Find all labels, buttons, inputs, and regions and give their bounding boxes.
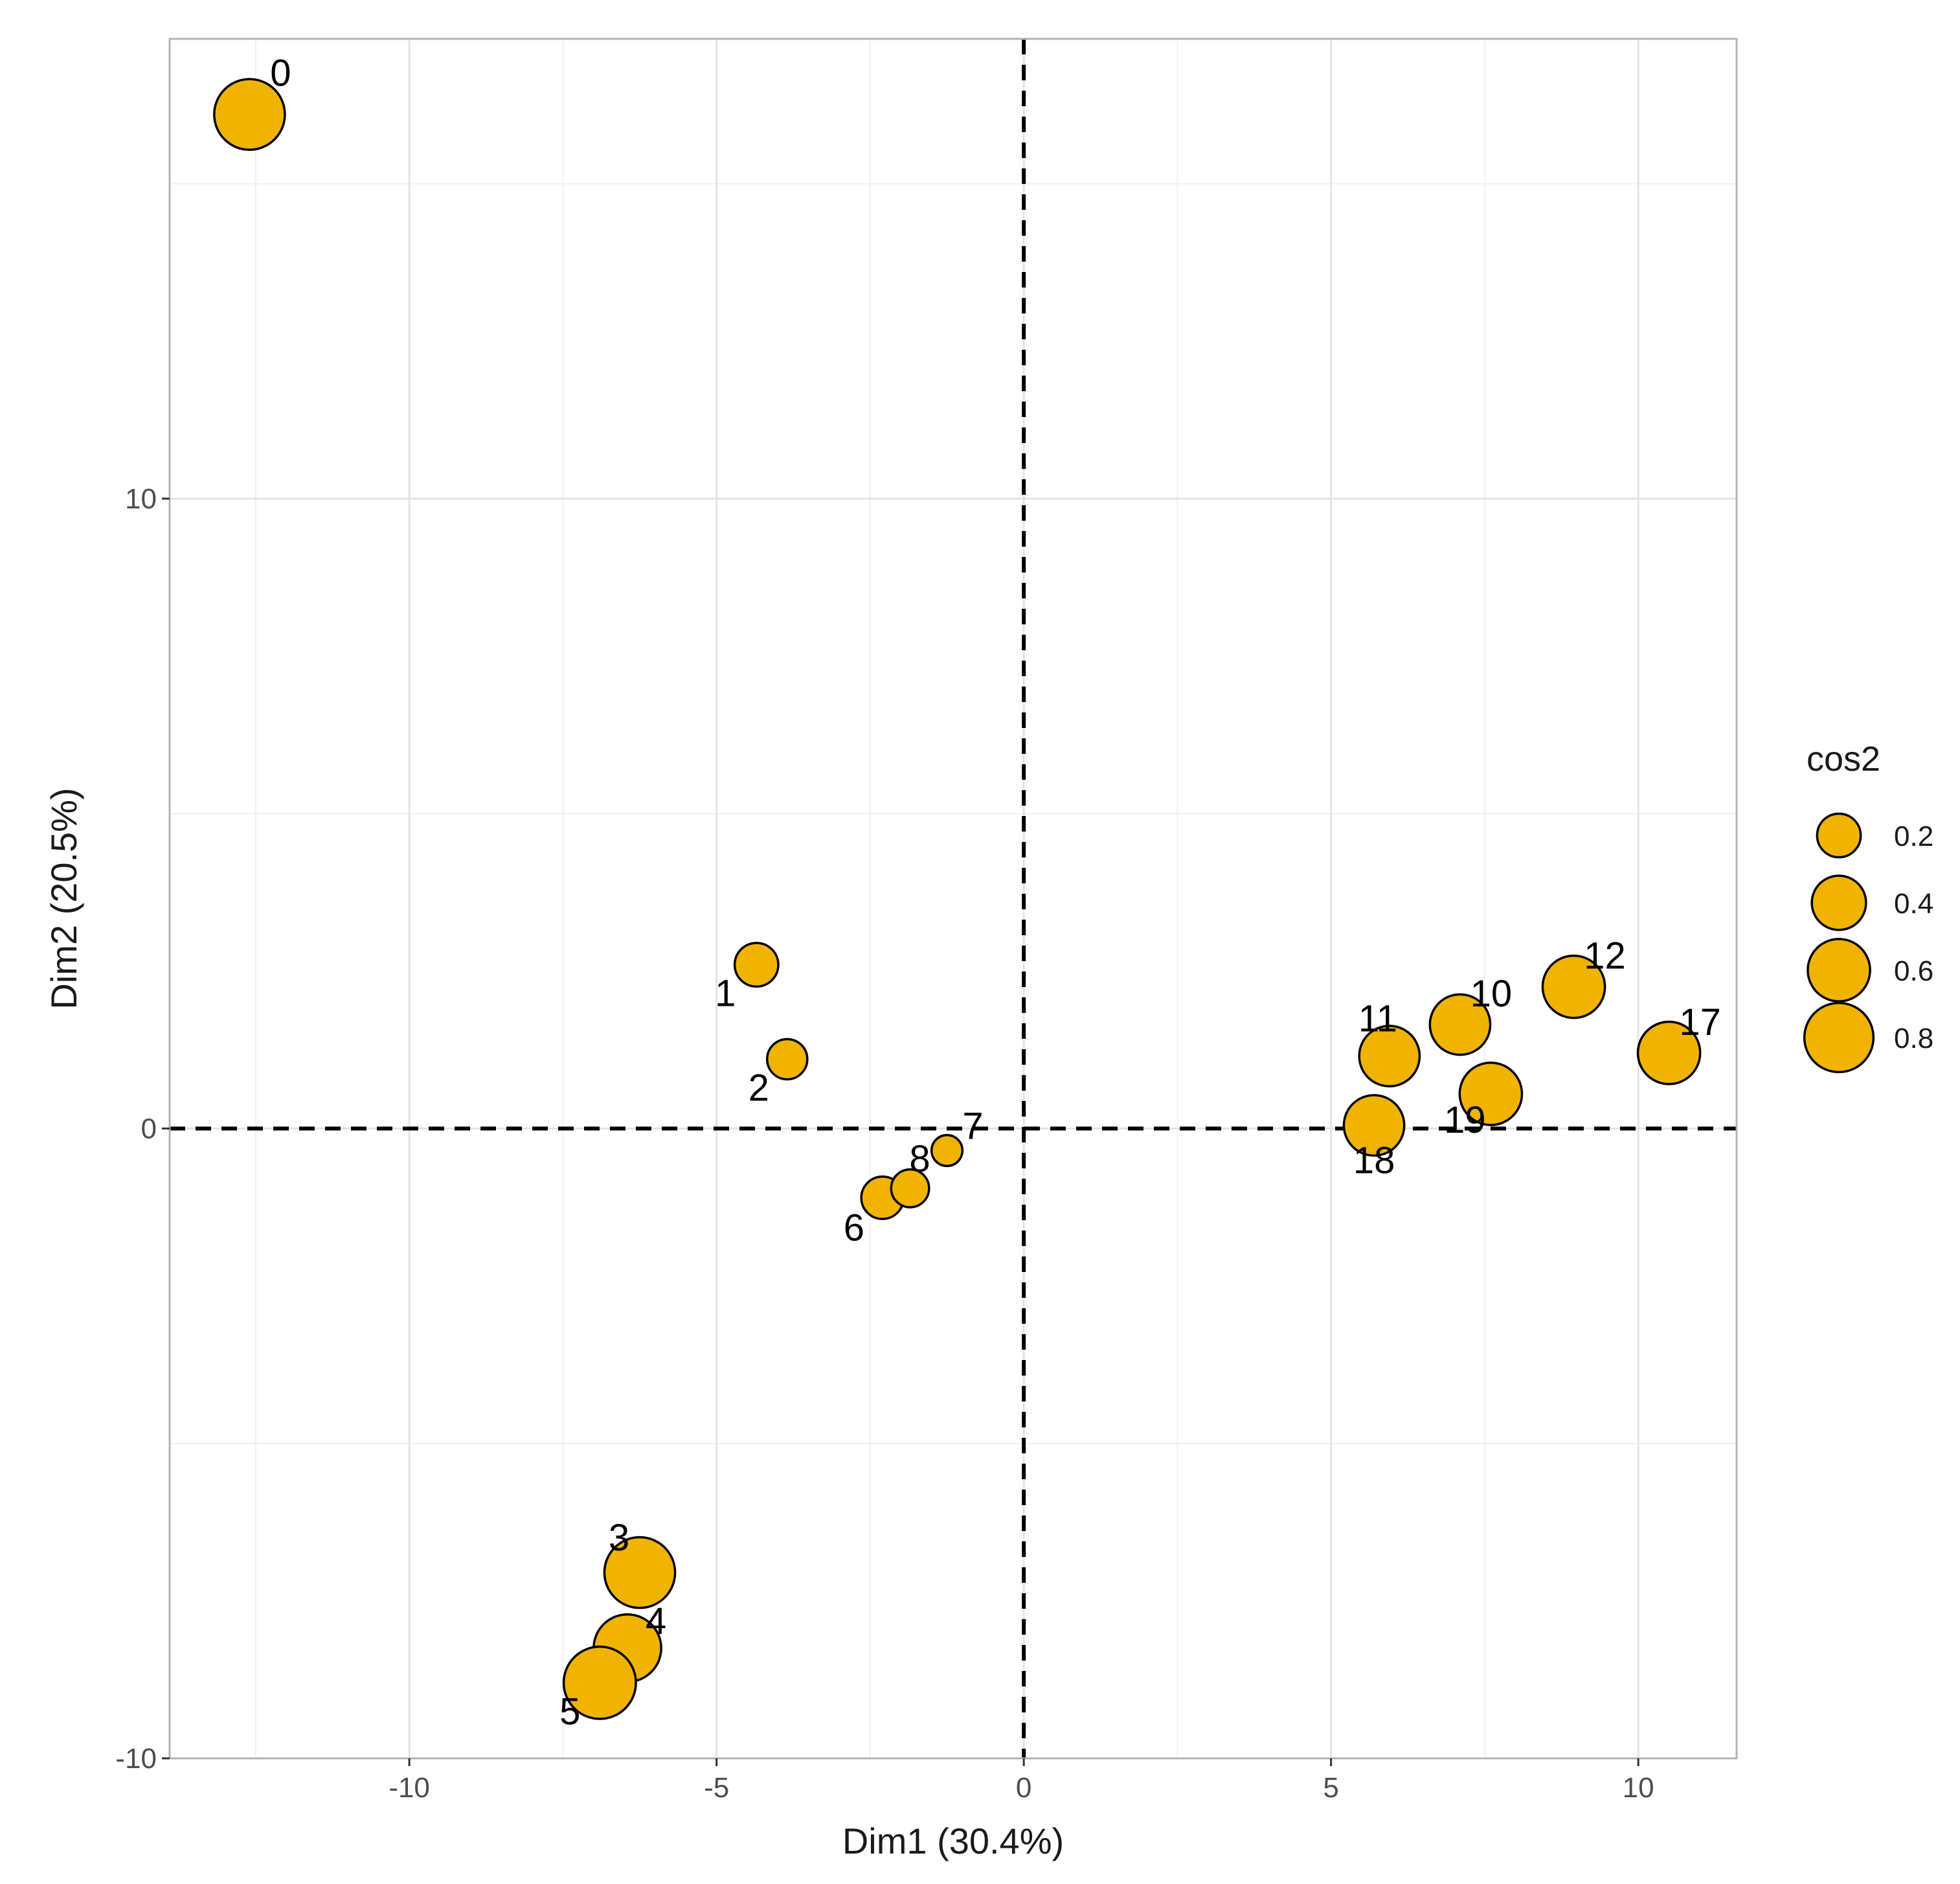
major-gridlines — [170, 39, 1737, 1760]
point-label: 18 — [1353, 1140, 1395, 1182]
panel-border — [168, 38, 1738, 1760]
point-label: 17 — [1679, 1001, 1721, 1043]
legend-label: 0.4 — [1894, 888, 1933, 920]
data-point — [930, 1133, 964, 1168]
x-tick-label: 10 — [1623, 1772, 1654, 1804]
y-tick-label: -10 — [115, 1743, 157, 1775]
data-point — [1342, 1094, 1406, 1157]
data-points — [213, 78, 1702, 1720]
point-label: 11 — [1358, 998, 1397, 1040]
minor-gridlines — [170, 39, 1737, 1758]
x-tick-label: -5 — [704, 1772, 729, 1804]
legend-key-circle — [1810, 874, 1867, 931]
x-axis-title: Dim1 (30.4%) — [842, 1821, 1064, 1861]
point-label: 3 — [609, 1517, 629, 1559]
legend-label: 0.8 — [1894, 1023, 1933, 1054]
legend-key-circle — [1816, 812, 1862, 859]
x-tick-label: -10 — [389, 1772, 430, 1804]
point-label: 8 — [909, 1138, 930, 1180]
legend-key-circle — [1803, 1001, 1875, 1074]
legend-label: 0.6 — [1894, 955, 1933, 987]
y-tick-label: 10 — [125, 483, 157, 515]
y-axis-title: Dim2 (20.5%) — [43, 788, 84, 1009]
data-point — [213, 78, 286, 152]
legend-key-circle — [1807, 938, 1871, 1003]
point-label: 4 — [646, 1600, 666, 1642]
reference-lines — [170, 39, 1737, 1758]
data-point — [1541, 954, 1606, 1019]
x-tick-label: 5 — [1323, 1772, 1338, 1804]
data-point — [1358, 1025, 1421, 1088]
point-label: 6 — [844, 1207, 864, 1249]
y-axis-ticks: -10 0 10 — [115, 483, 170, 1775]
x-tick-label: 0 — [1016, 1772, 1031, 1804]
point-label: 1 — [715, 973, 736, 1015]
data-point — [765, 1038, 809, 1081]
point-label: 2 — [749, 1067, 769, 1109]
legend: cos2 0.2 0.4 0.6 0.8 — [1803, 740, 1933, 1074]
point-label: 12 — [1584, 935, 1626, 977]
data-point — [733, 942, 780, 988]
y-tick-label: 0 — [141, 1113, 157, 1144]
data-point — [1636, 1020, 1702, 1085]
data-point — [1428, 993, 1492, 1056]
x-axis-ticks: -10 -5 0 5 10 — [389, 1758, 1654, 1804]
data-point — [603, 1536, 677, 1609]
data-point — [890, 1168, 930, 1209]
point-label: 5 — [559, 1690, 580, 1732]
legend-label: 0.2 — [1894, 821, 1933, 852]
data-point — [562, 1645, 637, 1720]
point-label: 19 — [1444, 1099, 1486, 1141]
legend-title: cos2 — [1807, 740, 1880, 778]
point-label: 10 — [1470, 973, 1513, 1015]
point-label: 7 — [962, 1106, 983, 1148]
point-label: 0 — [270, 52, 291, 95]
data-point — [1458, 1061, 1524, 1126]
